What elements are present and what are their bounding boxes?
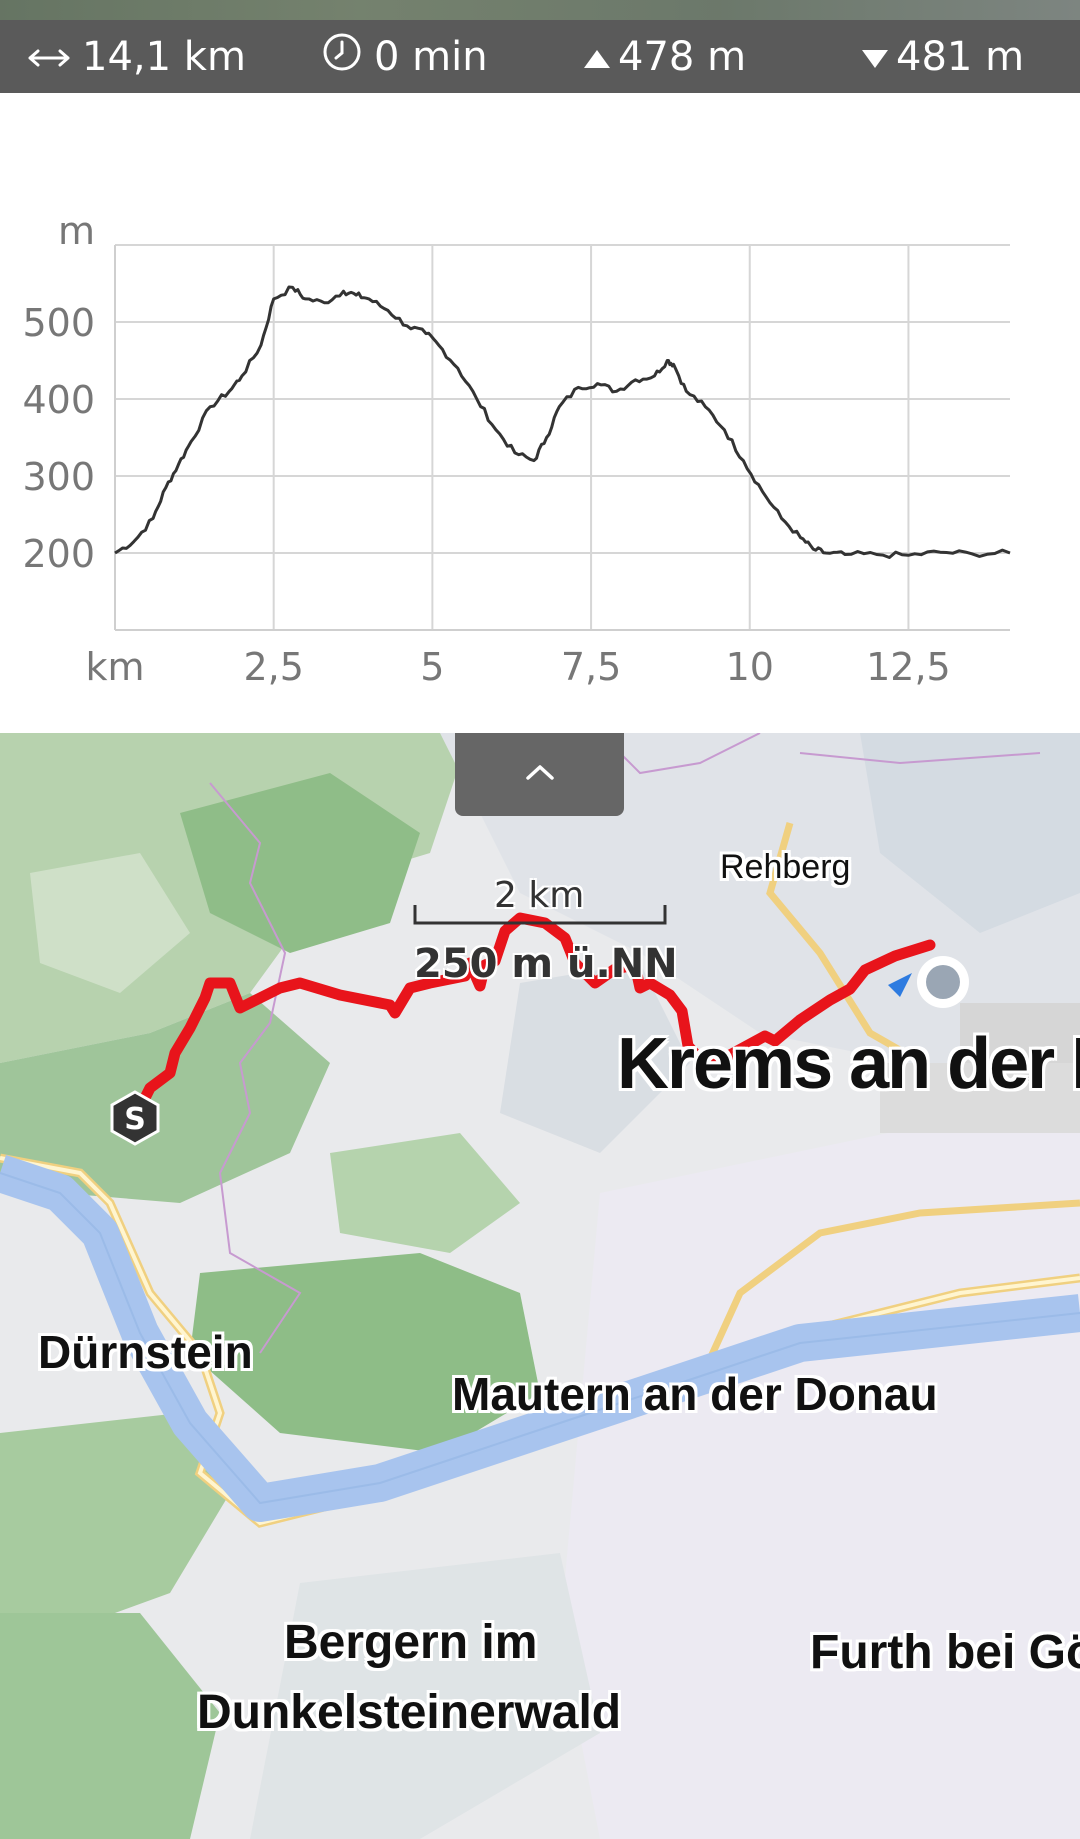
start-marker-label: S <box>124 1102 146 1137</box>
duration-stat: 0 min <box>322 32 488 82</box>
elevation-chart: 200 300 400 500 2,5 5 7,5 10 12,5 m km <box>22 209 1011 689</box>
scale-distance: 2 km <box>494 875 585 916</box>
triangle-up-icon <box>582 34 612 80</box>
collapse-chart-button[interactable] <box>455 733 624 816</box>
x-tick-label: 10 <box>726 645 774 689</box>
place-label-mautern: Mautern an der Donau <box>452 1368 938 1420</box>
distance-stat: 14,1 km <box>28 32 246 82</box>
terrain-shading <box>0 733 1080 1839</box>
start-s-marker-icon[interactable]: S <box>110 1090 160 1146</box>
y-tick-label: 500 <box>22 301 95 345</box>
urban-area <box>880 1063 1080 1133</box>
x-tick-label: 7,5 <box>561 645 621 689</box>
chart-grid <box>114 244 1010 631</box>
place-label-furth: Furth bei Göt <box>810 1626 1080 1679</box>
ascent-value: 478 m <box>618 34 747 80</box>
place-label-duernstein: Dürnstein <box>38 1326 253 1378</box>
y-tick-label: 200 <box>22 532 95 576</box>
elevation-profile[interactable]: 200 300 400 500 2,5 5 7,5 10 12,5 m km <box>0 93 1080 733</box>
route-map[interactable]: S 2 km 250 m ü.NN Rehberg Krems an der D… <box>0 733 1080 1839</box>
danube-river <box>0 1172 1080 1505</box>
chevron-up-icon <box>524 762 556 787</box>
urban-area <box>960 1003 1080 1063</box>
x-tick-label: 5 <box>420 645 444 689</box>
ascent-stat: 478 m <box>582 32 746 82</box>
descent-stat: 481 m <box>860 32 1024 82</box>
route-direction-arrow-icon <box>888 973 912 997</box>
y-tick-label: 400 <box>22 378 95 422</box>
x-axis-unit-label: km <box>85 645 144 689</box>
route-stats-bar: 14,1 km 0 min 478 m 481 m <box>0 0 1080 93</box>
x-tick-label: 2,5 <box>243 645 303 689</box>
duration-value: 0 min <box>374 34 488 80</box>
hiking-route <box>134 912 936 1114</box>
horizontal-arrows-icon <box>28 34 70 80</box>
map-canvas: S <box>0 733 1080 1839</box>
y-axis-unit-label: m <box>58 209 95 253</box>
place-label-bergern-line2: Dunkelsteinerwald <box>197 1686 622 1739</box>
place-label-bergern-line1: Bergern im <box>284 1616 538 1669</box>
place-label-rehberg: Rehberg <box>720 848 851 886</box>
current-location-dot-icon[interactable] <box>917 956 969 1008</box>
scale-elevation: 250 m ü.NN <box>414 941 678 987</box>
y-tick-label: 300 <box>22 455 95 499</box>
road <box>686 1199 1080 1405</box>
map-peek-strip <box>0 0 1080 20</box>
triangle-down-icon <box>860 34 890 80</box>
clock-icon <box>322 32 362 82</box>
distance-value: 14,1 km <box>82 34 246 80</box>
chart-ticks: 200 300 400 500 2,5 5 7,5 10 12,5 <box>22 301 950 689</box>
border-line <box>209 782 302 1354</box>
descent-value: 481 m <box>896 34 1025 80</box>
scale-bar <box>413 905 667 925</box>
elevation-line <box>114 285 1011 559</box>
x-tick-label: 12,5 <box>866 645 951 689</box>
place-label-krems: Krems an der D <box>617 1024 1080 1104</box>
